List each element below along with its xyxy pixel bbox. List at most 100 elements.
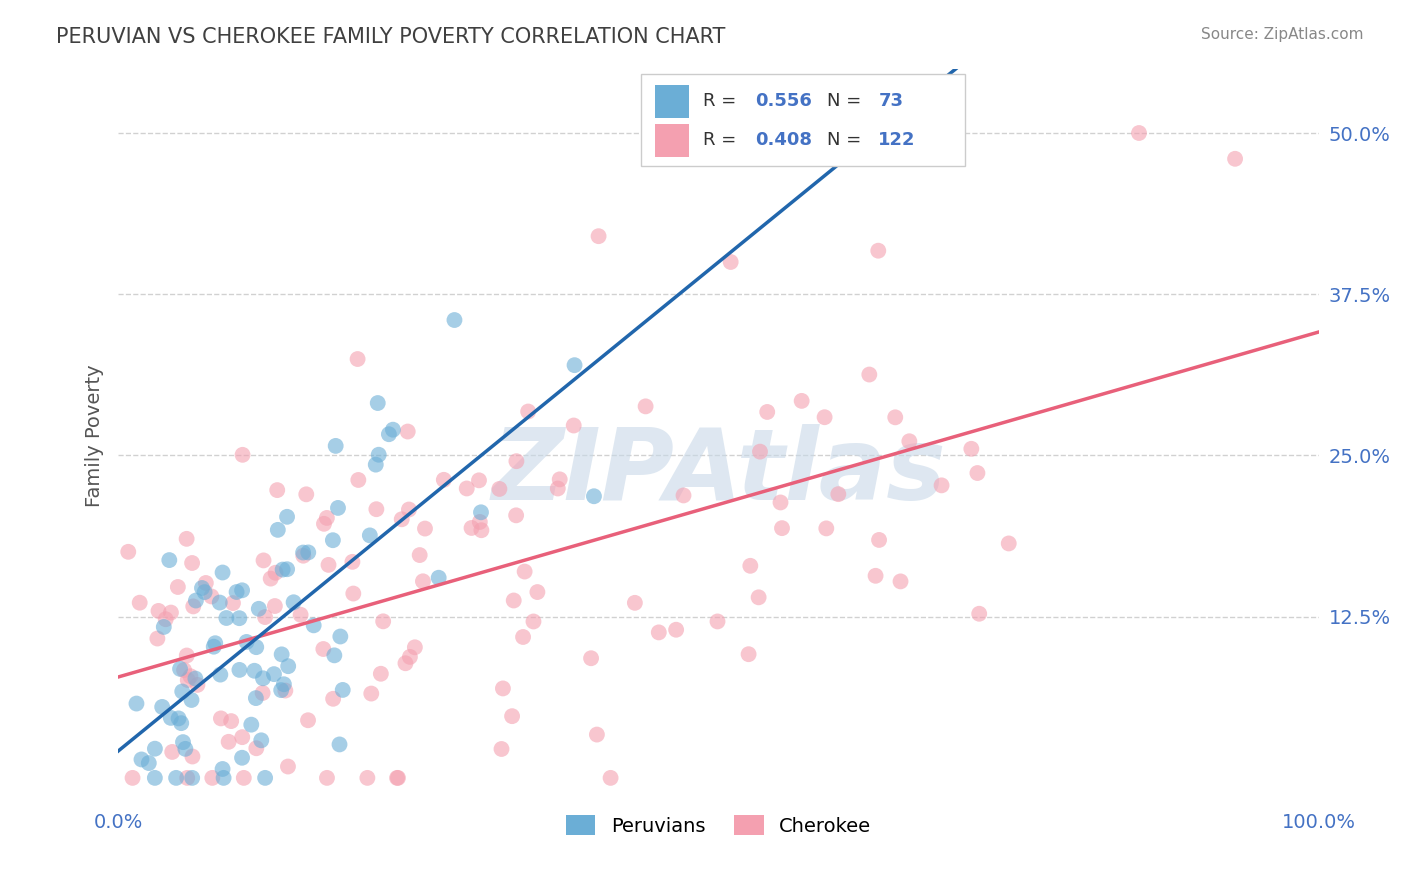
Point	[128, 596, 150, 610]
Point	[346, 351, 368, 366]
Point	[328, 738, 350, 752]
Point	[202, 640, 225, 654]
Point	[359, 528, 381, 542]
Point	[456, 482, 478, 496]
Point	[211, 566, 233, 580]
Point	[470, 505, 492, 519]
Point	[165, 771, 187, 785]
Point	[235, 635, 257, 649]
Point	[245, 691, 267, 706]
Point	[468, 473, 491, 487]
Point	[176, 771, 198, 785]
Point	[167, 711, 190, 725]
Point	[588, 229, 610, 244]
Point	[408, 548, 430, 562]
Point	[427, 571, 450, 585]
Point	[868, 533, 890, 547]
Point	[302, 618, 325, 632]
Point	[177, 673, 200, 687]
Point	[252, 671, 274, 685]
Point	[231, 730, 253, 744]
Point	[232, 448, 254, 462]
Point	[413, 522, 436, 536]
Point	[373, 615, 395, 629]
Point	[396, 425, 419, 439]
Point	[329, 630, 352, 644]
Point	[194, 585, 217, 599]
Point	[624, 596, 647, 610]
Point	[260, 572, 283, 586]
Point	[443, 313, 465, 327]
Point	[364, 458, 387, 472]
Point	[228, 611, 250, 625]
Point	[184, 593, 207, 607]
Point	[160, 606, 183, 620]
Point	[297, 713, 319, 727]
Point	[225, 585, 247, 599]
Point	[513, 565, 536, 579]
Point	[391, 512, 413, 526]
Point	[385, 771, 408, 785]
Point	[356, 771, 378, 785]
Point	[184, 672, 207, 686]
Point	[245, 741, 267, 756]
Point	[263, 599, 285, 613]
Point	[813, 410, 835, 425]
Point	[271, 563, 294, 577]
Point	[312, 516, 335, 531]
Point	[186, 678, 208, 692]
Point	[266, 483, 288, 497]
Point	[218, 735, 240, 749]
Point	[526, 585, 548, 599]
Point	[159, 711, 181, 725]
Point	[387, 771, 409, 785]
Point	[325, 439, 347, 453]
Point	[326, 500, 349, 515]
Point	[181, 749, 204, 764]
Point	[211, 762, 233, 776]
Text: ZIPAtlas: ZIPAtlas	[491, 425, 946, 521]
Point	[245, 640, 267, 655]
Point	[381, 423, 404, 437]
Legend: Peruvians, Cherokee: Peruvians, Cherokee	[557, 805, 882, 846]
Point	[243, 664, 266, 678]
Point	[252, 553, 274, 567]
Point	[960, 442, 983, 456]
Point	[889, 574, 911, 589]
Point	[263, 667, 285, 681]
Point	[1223, 152, 1246, 166]
Point	[720, 255, 742, 269]
Point	[208, 596, 231, 610]
Point	[367, 448, 389, 462]
Point	[166, 580, 188, 594]
Point	[181, 771, 204, 785]
Point	[297, 545, 319, 559]
Point	[160, 745, 183, 759]
Point	[378, 427, 401, 442]
Point	[342, 586, 364, 600]
Point	[740, 558, 762, 573]
Point	[634, 400, 657, 414]
Point	[232, 771, 254, 785]
Point	[547, 482, 569, 496]
Point	[394, 657, 416, 671]
Text: 122: 122	[879, 131, 915, 149]
Point	[997, 536, 1019, 550]
Point	[172, 684, 194, 698]
Point	[315, 511, 337, 525]
Point	[312, 642, 335, 657]
Point	[756, 405, 779, 419]
Text: 0.408: 0.408	[755, 131, 811, 149]
Point	[176, 532, 198, 546]
Point	[264, 566, 287, 580]
Point	[209, 667, 232, 681]
Point	[277, 759, 299, 773]
Point	[143, 771, 166, 785]
Point	[564, 358, 586, 372]
Point	[194, 576, 217, 591]
Point	[827, 487, 849, 501]
Point	[148, 604, 170, 618]
Point	[181, 599, 204, 614]
Point	[460, 521, 482, 535]
Text: 0.556: 0.556	[755, 92, 811, 110]
